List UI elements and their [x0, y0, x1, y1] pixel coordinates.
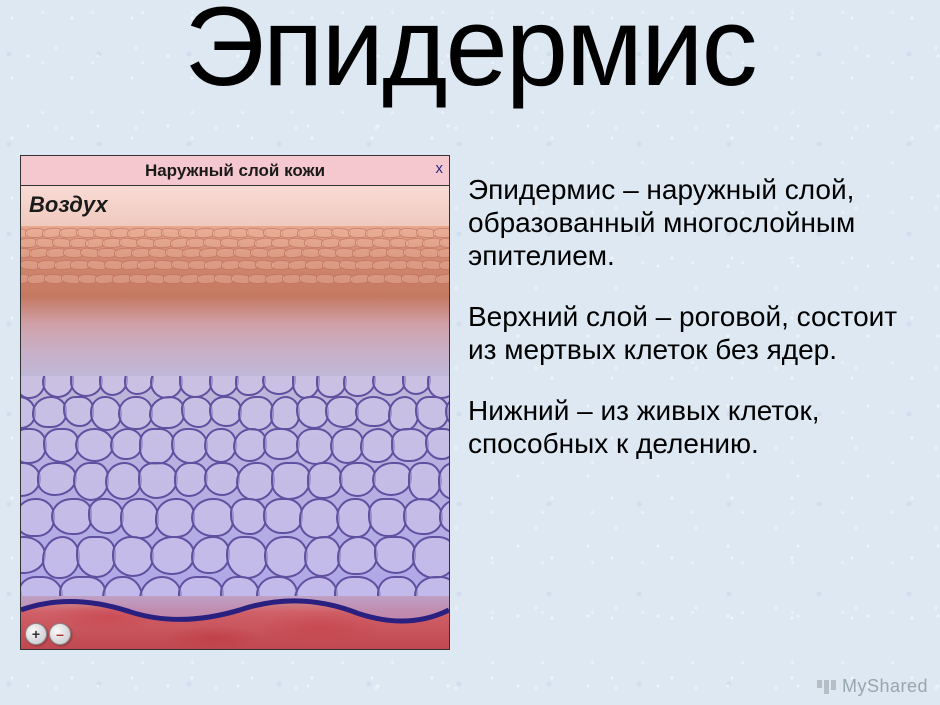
watermark-icon — [817, 680, 836, 694]
zoom-in-button[interactable]: + — [25, 623, 47, 645]
diagram-header: Наружный слой кожи х — [21, 156, 449, 186]
zoom-out-button[interactable]: – — [49, 623, 71, 645]
diagram-header-label: Наружный слой кожи — [145, 161, 325, 181]
layer-transition — [21, 296, 449, 376]
close-icon[interactable]: х — [436, 160, 444, 177]
zoom-controls: + – — [25, 623, 71, 645]
epidermis-diagram: Наружный слой кожи х Воздух + — [20, 155, 450, 650]
content-row: Наружный слой кожи х Воздух + — [20, 155, 920, 650]
paragraph-1: Эпидермис – наружный слой, образованный … — [468, 173, 920, 272]
diagram-body: Воздух + – — [21, 186, 449, 649]
paragraph-3: Нижний – из живых клеток, способных к де… — [468, 394, 920, 460]
description-text: Эпидермис – наружный слой, образованный … — [468, 155, 920, 650]
watermark-shared: Shared — [867, 676, 928, 696]
watermark-text: MyShared — [842, 676, 928, 697]
basal-membrane — [21, 596, 449, 649]
layer-living — [21, 376, 449, 596]
paragraph-2: Верхний слой – роговой, состоит из мертв… — [468, 300, 920, 366]
layer-horny — [21, 226, 449, 296]
watermark-my: My — [842, 676, 867, 696]
slide-title: Эпидермис — [184, 0, 755, 111]
watermark: MyShared — [817, 676, 928, 697]
layer-dermis — [21, 596, 449, 649]
air-label: Воздух — [29, 192, 108, 218]
